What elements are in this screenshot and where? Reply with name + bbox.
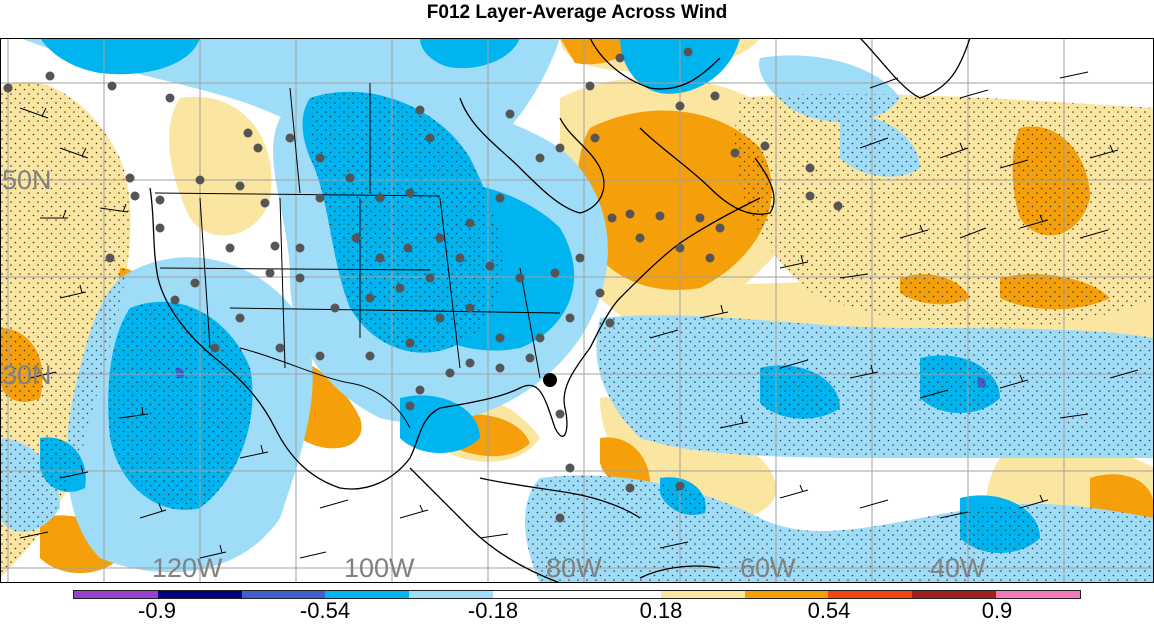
colorbar-segment bbox=[74, 591, 158, 598]
colorbar-label: -0.54 bbox=[299, 598, 351, 623]
colorbar-label: 0.18 bbox=[639, 598, 683, 623]
lat-label-50n: 50N bbox=[2, 165, 52, 195]
colorbar-segment bbox=[409, 591, 494, 598]
lat-label-30n: 30N bbox=[2, 360, 52, 390]
colorbar-segment bbox=[576, 591, 661, 598]
lon-label-40w: 40W bbox=[930, 553, 986, 583]
colorbar-segment bbox=[325, 591, 410, 598]
political-borders bbox=[154, 83, 561, 429]
map-canvas bbox=[0, 38, 1154, 583]
lon-label-120w: 120W bbox=[152, 553, 223, 583]
coastlines bbox=[149, 38, 971, 583]
lon-label-80w: 80W bbox=[546, 553, 602, 583]
weather-map[interactable] bbox=[0, 38, 1154, 583]
colorbar-segment bbox=[828, 591, 913, 598]
lat-lon-grid bbox=[0, 38, 1154, 583]
map-title: F012 Layer-Average Across Wind bbox=[426, 2, 728, 23]
colorbar-label: -0.18 bbox=[467, 598, 519, 623]
lon-label-100w: 100W bbox=[344, 553, 415, 583]
colorbar-label: -0.9 bbox=[138, 598, 176, 623]
colorbar bbox=[73, 590, 1081, 599]
colorbar-segment bbox=[744, 591, 829, 598]
colorbar-segment bbox=[493, 591, 577, 598]
colorbar-segment bbox=[660, 591, 745, 598]
colorbar-label: 0.9 bbox=[981, 598, 1013, 623]
colorbar-segment bbox=[157, 591, 242, 598]
colorbar-segment bbox=[912, 591, 997, 598]
significance-stipple bbox=[0, 81, 1154, 583]
colorbar-segment bbox=[996, 591, 1080, 598]
colorbar-segment bbox=[241, 591, 326, 598]
colorbar-label: 0.54 bbox=[807, 598, 851, 623]
wind-barbs bbox=[19, 71, 1139, 559]
observation-stations bbox=[3, 47, 843, 523]
highlighted-station-marker bbox=[543, 373, 557, 387]
lon-label-60w: 60W bbox=[740, 553, 796, 583]
